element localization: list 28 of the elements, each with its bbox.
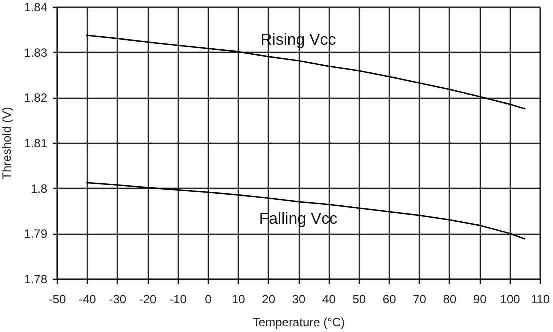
- x-tick-label: 20: [262, 292, 276, 306]
- y-tick-label: 1.82: [24, 91, 48, 106]
- line-series: [86, 182, 526, 240]
- y-tick-label: 1.78: [24, 272, 48, 286]
- x-tick-label: 90: [473, 292, 488, 306]
- y-tick-label: 1.84: [24, 0, 48, 14]
- x-tick-label: 0: [205, 292, 212, 306]
- line-series: [86, 34, 526, 110]
- y-tick-label: 1.83: [24, 46, 48, 60]
- x-tick-label: -40: [79, 292, 97, 306]
- x-tick-label: 80: [443, 292, 457, 306]
- y-tick-label: 1.8: [30, 182, 48, 196]
- y-axis-title: Threshold (V): [0, 107, 14, 180]
- x-tick-label: -10: [170, 292, 188, 306]
- x-tick-label: 100: [500, 292, 521, 306]
- y-tick-label: 1.81: [24, 136, 48, 150]
- x-tick-label: 50: [352, 292, 366, 306]
- x-axis-title: Temperature (°C): [252, 316, 346, 330]
- x-tick-label: -20: [139, 292, 158, 306]
- x-tick-label: 10: [232, 292, 246, 306]
- x-tick-label: -50: [48, 292, 66, 306]
- x-tick-label: 40: [322, 292, 336, 306]
- x-tick-label: 60: [382, 292, 397, 306]
- x-tick-label: 70: [413, 292, 427, 306]
- x-tick-label: 30: [292, 292, 306, 306]
- x-tick-label: 110: [530, 292, 550, 306]
- x-tick-label: -30: [109, 292, 127, 306]
- y-tick-label: 1.79: [24, 227, 48, 242]
